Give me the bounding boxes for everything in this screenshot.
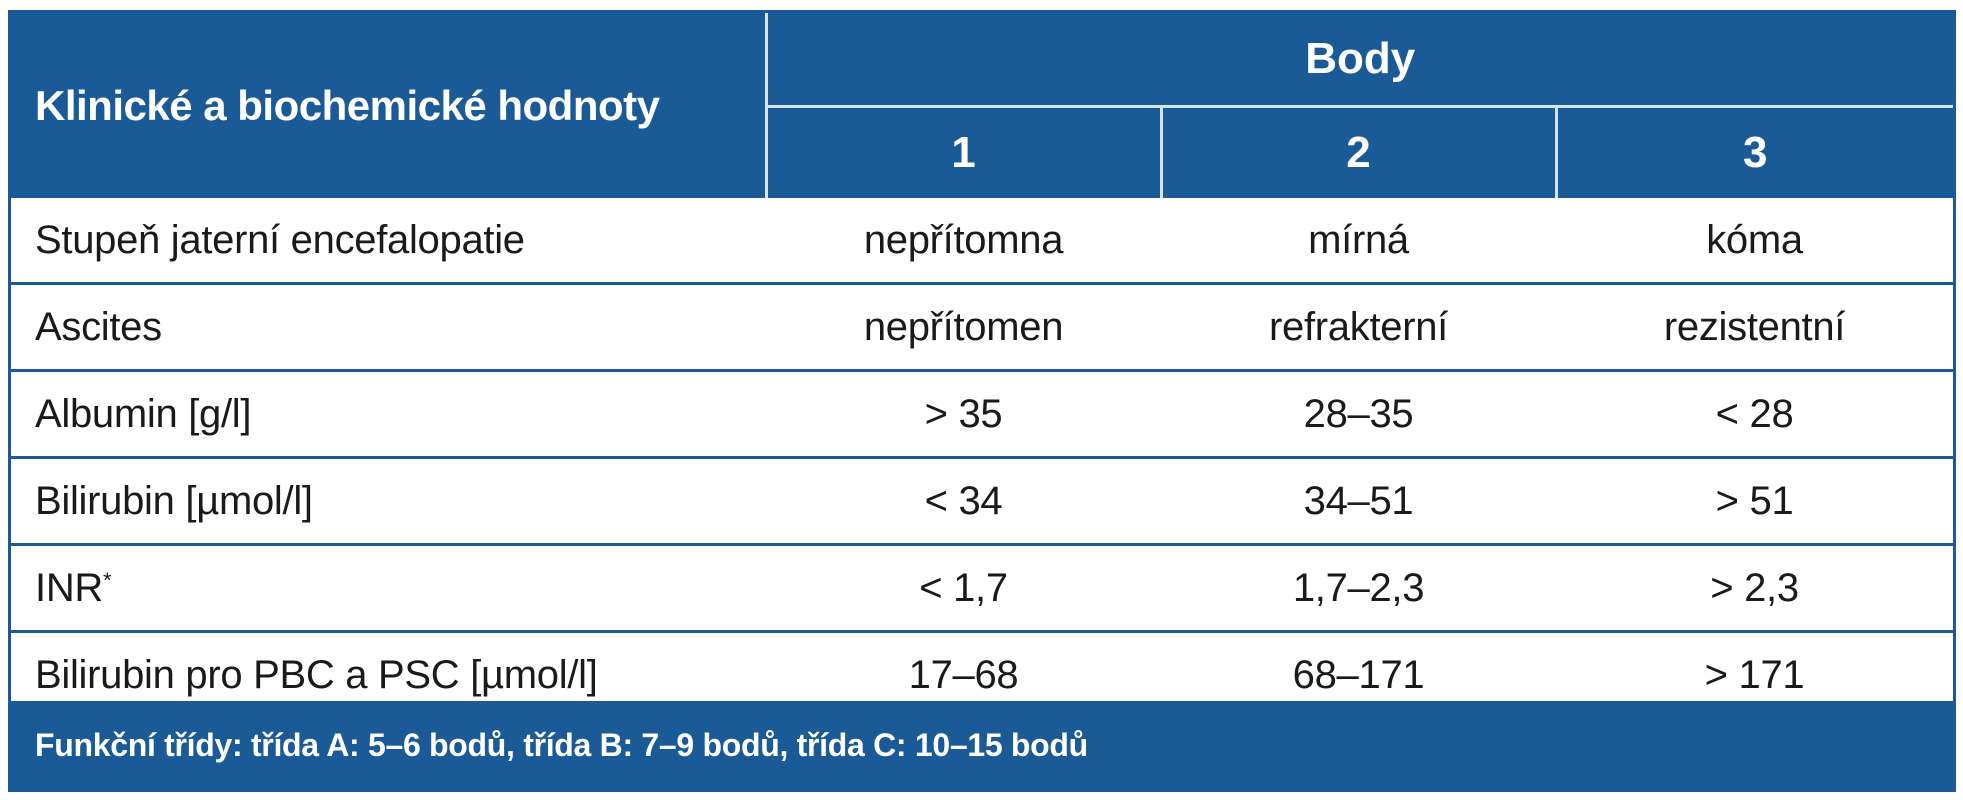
row-value-2: mírná <box>1308 217 1409 262</box>
header-points-3: 3 <box>1554 106 1953 198</box>
header-points-2: 2 <box>1159 106 1556 198</box>
row-label: Bilirubin [µmol/l] <box>11 456 766 545</box>
table-row: Albumin [g/l] > 35 28–35 < 28 <box>11 369 1953 458</box>
row-label: Albumin [g/l] <box>11 369 766 458</box>
row-value-3: > 2,3 <box>1556 543 1953 632</box>
row-value-1: < 1,7 <box>766 543 1161 632</box>
row-label-sup: * <box>103 567 112 593</box>
row-value-1: nepřítomen <box>766 282 1161 371</box>
row-label-text: INR <box>35 565 103 610</box>
row-label: Ascites <box>11 282 766 371</box>
table-row: Ascites nepřítomen refrakterní rezistent… <box>11 282 1953 371</box>
score-table: Klinické a biochemické hodnoty Body 1 2 … <box>11 13 1953 717</box>
table-row: INR* < 1,7 1,7–2,3 > 2,3 <box>11 543 1953 632</box>
table-header: Klinické a biochemické hodnoty Body 1 2 … <box>11 13 1953 198</box>
row-value-1: > 35 <box>766 369 1161 458</box>
header-title: Klinické a biochemické hodnoty <box>11 13 768 198</box>
row-label-text: Ascites <box>35 304 162 349</box>
header-group-body: Body <box>766 13 1953 108</box>
row-value-3: < 28 <box>1556 369 1953 458</box>
table-footer-note: Funkční třídy: třída A: 5–6 bodů, třída … <box>11 701 1953 789</box>
child-pugh-table-frame: Klinické a biochemické hodnoty Body 1 2 … <box>8 10 1956 792</box>
row-label-text: Bilirubin pro PBC a PSC [µmol/l] <box>35 652 598 697</box>
row-label-text: Bilirubin [µmol/l] <box>35 478 313 523</box>
row-value-3: rezistentní <box>1556 282 1953 371</box>
row-value-2: 28–35 <box>1161 369 1556 458</box>
row-value-1: nepřítomna <box>863 217 1064 262</box>
row-value-2: 1,7–2,3 <box>1161 543 1556 632</box>
header-points-1: 1 <box>766 106 1161 198</box>
row-value-1: < 34 <box>766 456 1161 545</box>
row-value-3: > 51 <box>1556 456 1953 545</box>
row-value-3: kóma <box>1706 217 1803 262</box>
row-label: Stupeň jaterní encefalopatie <box>11 198 766 284</box>
row-label-text: Stupeň jaterní encefalopatie <box>35 217 525 262</box>
table-body: Stupeň jaterní encefalopatie nepřítomna … <box>11 198 1953 717</box>
table-row: Stupeň jaterní encefalopatie nepřítomna … <box>11 198 1953 284</box>
row-label: INR* <box>11 543 766 632</box>
row-value-2: refrakterní <box>1161 282 1556 371</box>
row-label-text: Albumin [g/l] <box>35 391 252 436</box>
table-row: Bilirubin [µmol/l] < 34 34–51 > 51 <box>11 456 1953 545</box>
row-value-2: 34–51 <box>1161 456 1556 545</box>
